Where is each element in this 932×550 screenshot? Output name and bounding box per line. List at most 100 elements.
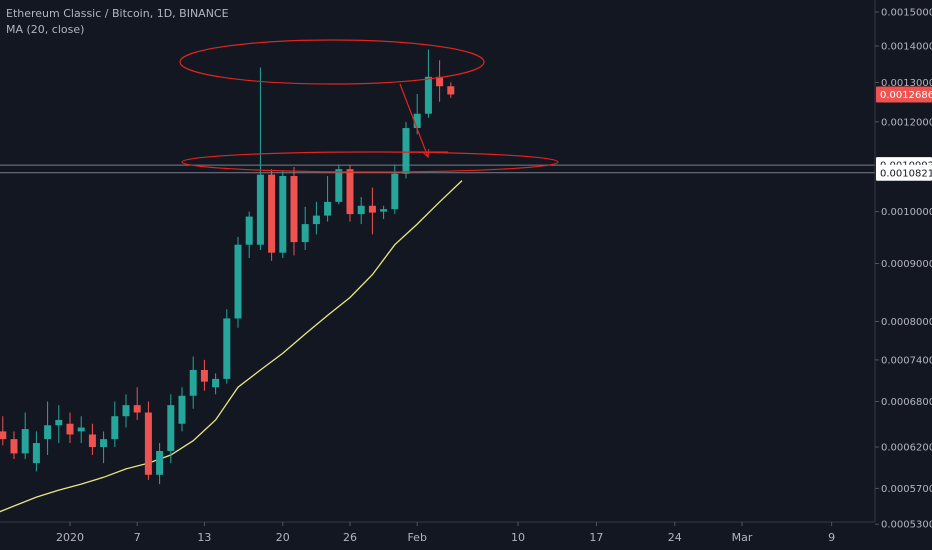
y-tick-label: 0.0015000: [881, 8, 932, 19]
candle-body: [0, 431, 7, 440]
drawn-arrow-2: [399, 83, 429, 158]
drawing-annotations: [179, 39, 559, 173]
candle: [0, 416, 7, 446]
candle: [44, 401, 52, 456]
candle: [357, 197, 365, 225]
candle-body: [245, 216, 253, 245]
candle: [301, 206, 309, 251]
y-tick-label: 0.0012000: [881, 117, 932, 128]
candle: [268, 169, 276, 261]
candle-body: [413, 113, 421, 129]
candle: [156, 443, 164, 485]
candle-body: [268, 174, 276, 253]
candle: [189, 356, 197, 409]
indicator-label[interactable]: MA (20, close): [6, 23, 85, 36]
candle-body: [144, 412, 152, 475]
candle-body: [156, 450, 164, 475]
candle-body: [357, 205, 365, 215]
candle-body: [380, 209, 388, 212]
price-axis[interactable]: 0.00150000.00140000.00130000.00120000.00…: [875, 8, 932, 550]
x-tick-label: Feb: [407, 531, 426, 544]
moving-average-layer: [0, 180, 463, 513]
x-tick-label: 24: [668, 531, 682, 544]
candle: [88, 423, 96, 456]
y-tick-label: 0.0005700: [881, 484, 932, 495]
candle-body: [290, 176, 298, 243]
candle-body: [424, 76, 432, 114]
candles-layer: [0, 49, 455, 485]
candle-body: [301, 224, 309, 243]
candle-body: [402, 128, 410, 174]
drawn-ellipse-0: [179, 39, 485, 85]
x-tick-label: 13: [197, 531, 211, 544]
x-tick-label: 26: [343, 531, 357, 544]
candle-body: [391, 173, 399, 210]
candle: [391, 164, 399, 215]
candle: [66, 412, 74, 444]
price-tag-text: 0.0010821: [880, 168, 932, 179]
x-tick-label: 7: [134, 531, 141, 544]
y-tick-label: 0.0006200: [881, 443, 932, 454]
candle: [335, 164, 343, 205]
y-tick-label: 0.0007400: [881, 355, 932, 366]
candle: [402, 121, 410, 179]
candle: [424, 49, 432, 118]
candle: [32, 431, 40, 472]
y-tick-label: 0.0006800: [881, 397, 932, 408]
candle-body: [10, 439, 18, 454]
last-price-tag: 0.0012686: [876, 86, 932, 103]
candle-body: [167, 405, 175, 451]
candle: [10, 431, 18, 460]
price-tag-box: [876, 86, 932, 103]
candle: [256, 67, 264, 251]
candle: [178, 387, 186, 432]
y-tick-label: 0.0014000: [881, 41, 932, 52]
line-price-tag: 0.0010821: [876, 164, 932, 181]
y-tick-label: 0.0009000: [881, 259, 932, 270]
candle-body: [122, 405, 130, 417]
candle-body: [346, 169, 354, 215]
x-tick-label: 10: [511, 531, 525, 544]
legend: Ethereum Classic / Bitcoin, 1D, BINANCE …: [6, 6, 229, 38]
candle: [279, 171, 287, 259]
candle-body: [66, 423, 74, 435]
candle: [312, 201, 320, 235]
candle: [111, 401, 119, 447]
candle-body: [368, 205, 376, 213]
candle-body: [44, 425, 52, 440]
candle-body: [133, 405, 141, 413]
candle: [167, 394, 175, 464]
symbol-title[interactable]: Ethereum Classic / Bitcoin, 1D, BINANCE: [6, 7, 229, 20]
candle: [223, 309, 231, 384]
time-axis[interactable]: 2020 7 13 20 26 Feb 10 17 24 Mar 9: [56, 522, 835, 544]
candle-body: [312, 215, 320, 225]
candle: [234, 236, 242, 328]
candle-body: [234, 244, 242, 319]
y-tick-label: 0.0005300: [881, 520, 932, 531]
candle-body: [223, 318, 231, 379]
candle: [346, 164, 354, 222]
candle-body: [324, 201, 332, 216]
candle-body: [178, 395, 186, 424]
candle: [380, 205, 388, 220]
candle: [144, 401, 152, 480]
candle-body: [256, 174, 264, 245]
candle: [436, 60, 444, 102]
candle: [133, 387, 141, 420]
candle-body: [21, 429, 29, 454]
candle: [122, 394, 130, 428]
candle: [368, 187, 376, 235]
candle: [324, 176, 332, 222]
candle-body: [189, 369, 197, 396]
candle-body: [335, 169, 343, 202]
x-tick-label: 2020: [56, 531, 84, 544]
candle-body: [100, 439, 108, 447]
candle: [290, 166, 298, 256]
y-tick-label: 0.0013000: [881, 78, 932, 89]
candle-body: [279, 176, 287, 253]
candle: [245, 211, 253, 259]
candle-body: [447, 86, 455, 95]
